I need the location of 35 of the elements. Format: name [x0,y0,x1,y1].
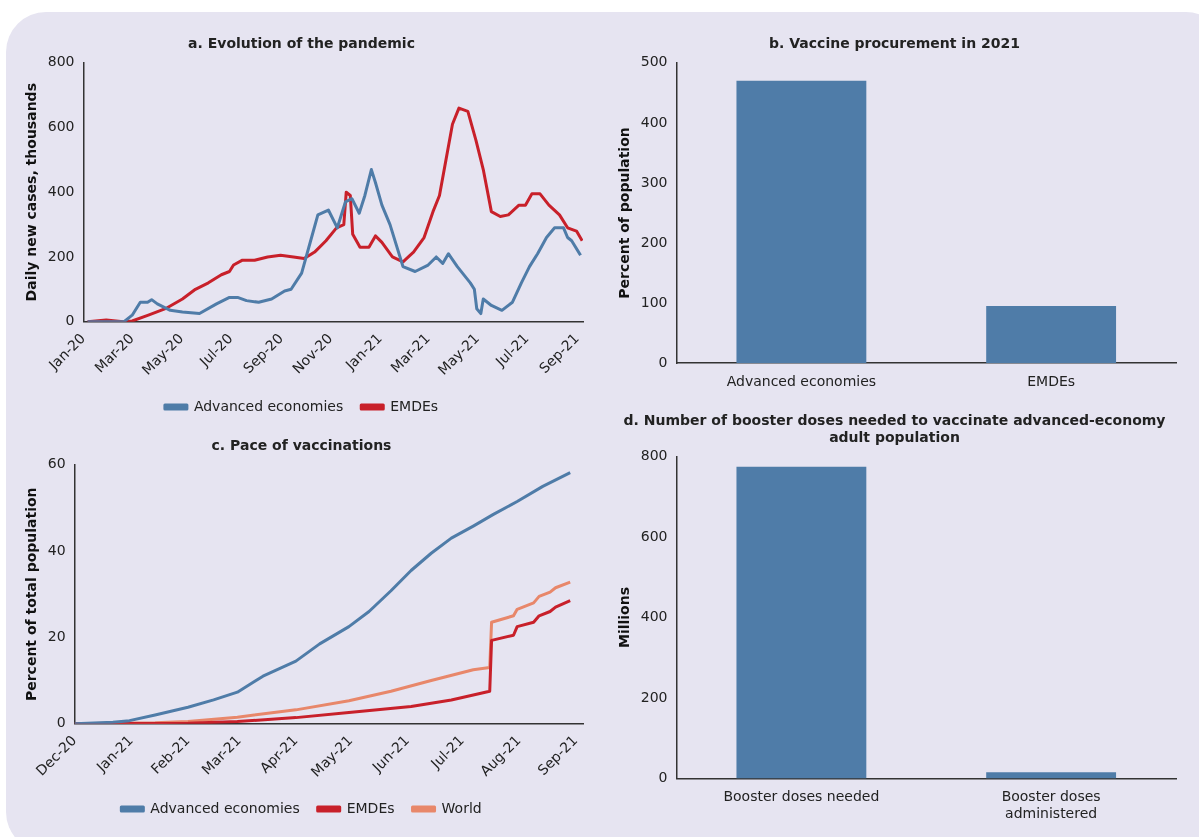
legend-label: World [441,799,482,816]
chart-title: a. Evolution of the pandemic [188,35,415,52]
chart-title: b. Vaccine procurement in 2021 [769,35,1020,52]
chart-title: d. Number of booster doses needed to vaccinate advanced-economy adult population [623,412,1166,445]
y-axis-title: Daily new cases, thousands [23,83,40,302]
legend-label: EMDEs [346,799,395,816]
y-tick-label: 0 [658,353,668,370]
y-tick-label: 400 [640,608,668,625]
y-tick-label: 20 [47,628,66,645]
y-tick-label: 100 [640,293,668,310]
y-axis-title: Millions [616,586,633,649]
y-tick-label: 500 [640,53,668,70]
y-axis-title: Percent of population [616,127,633,299]
y-tick-label: 300 [640,173,668,190]
y-tick-label: 40 [47,541,66,558]
y-tick-label: 600 [47,118,75,135]
x-tick-label: Booster doses administered [1001,788,1101,822]
y-tick-label: 0 [658,769,668,786]
y-tick-label: 400 [47,182,75,199]
y-tick-label: 200 [47,247,75,264]
y-tick-label: 200 [640,233,668,250]
legend-label: Advanced economies [150,799,300,816]
chart-title: c. Pace of vaccinations [211,437,392,454]
legend-label: EMDEs [390,397,439,414]
y-tick-label: 600 [640,527,668,544]
y-tick-label: 0 [65,312,75,329]
y-axis-title: Percent of total population [23,487,40,702]
y-tick-label: 800 [47,53,75,70]
legend-label: Advanced economies [193,397,344,414]
y-tick-label: 400 [640,113,668,130]
y-tick-label: 200 [640,688,668,705]
y-tick-label: 60 [47,455,66,472]
x-tick-label: Booster doses needed [723,788,880,805]
y-tick-label: 0 [56,714,66,731]
y-tick-label: 800 [640,447,668,464]
